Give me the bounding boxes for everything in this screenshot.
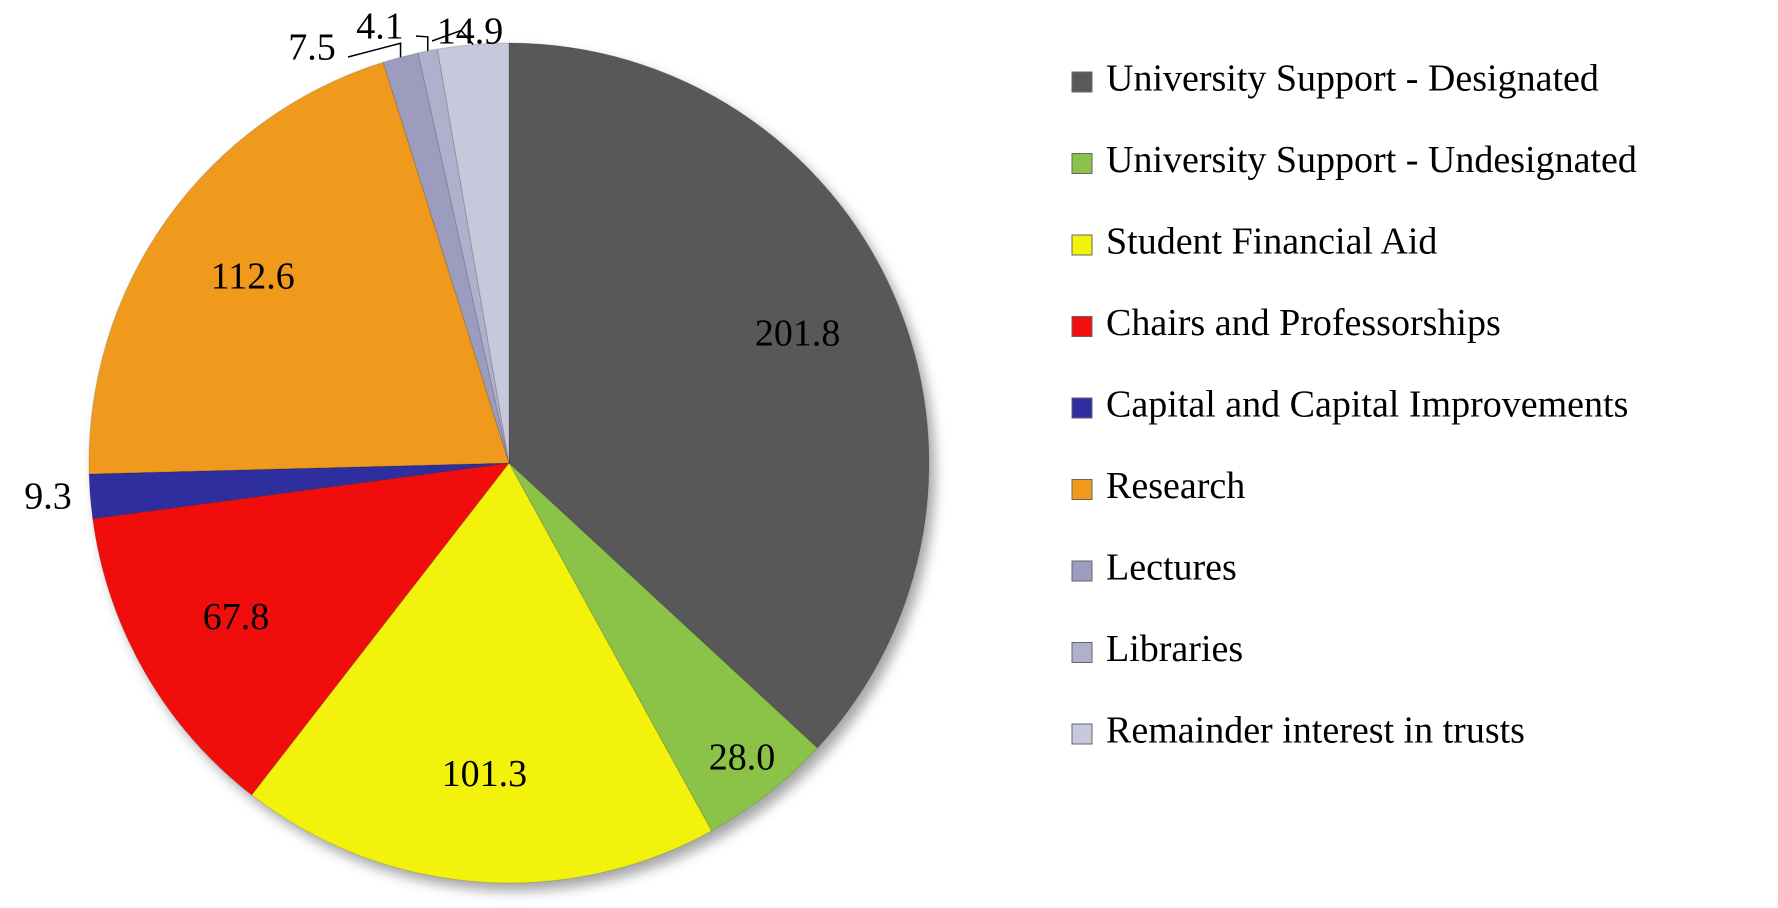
legend-label: Lectures [1106,547,1237,589]
legend-swatch [1071,153,1093,174]
legend-swatch [1071,560,1093,582]
legend-swatch [1071,397,1093,419]
legend-swatch [1071,642,1093,663]
legend-swatch [1071,723,1093,745]
leader-line [431,29,474,46]
data-label: 28.0 [709,736,776,778]
data-label: 4.1 [356,6,404,48]
legend-label: Research [1106,465,1245,507]
pie-slice [250,462,713,884]
pie-slice [88,61,510,475]
pie [88,42,930,884]
legend-label: Capital and Capital Improvements [1106,384,1628,426]
data-label: 67.8 [203,596,270,638]
data-label: 201.8 [755,312,841,354]
pie-slice [508,42,930,749]
legend-label: University Support - Designated [1106,58,1599,100]
legend-swatch [1071,479,1093,500]
leader-line [415,35,429,51]
legend-label: University Support - Undesignated [1106,139,1637,181]
pie-slice [436,42,510,464]
data-label: 9.3 [24,476,72,518]
legend-label: Student Financial Aid [1106,221,1437,263]
data-label: 7.5 [288,27,336,69]
pie-slice [92,462,511,796]
legend-swatch [1071,71,1093,93]
data-label: 112.6 [211,256,295,298]
legend-label: Libraries [1106,628,1243,670]
data-label: 101.3 [442,753,528,795]
leader-line [347,42,402,58]
legend-label: Chairs and Professorships [1106,302,1501,344]
legend-swatch [1071,234,1093,256]
legend-swatch [1071,316,1093,337]
data-label: 14.9 [437,11,504,53]
legend-label: Remainder interest in trusts [1106,710,1525,752]
